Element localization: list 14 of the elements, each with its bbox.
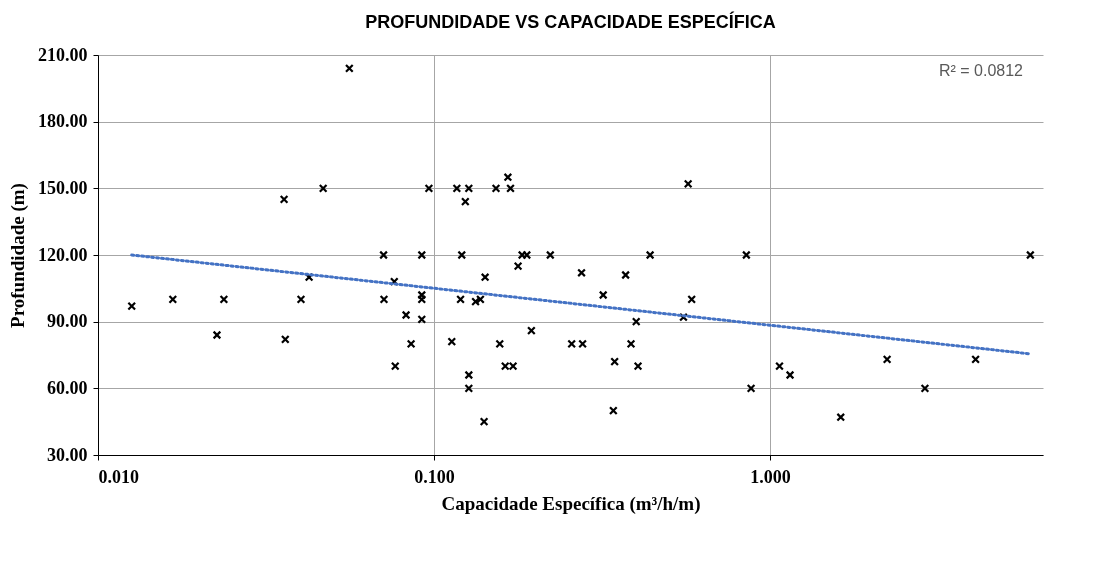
y-tick-label: 30.00 [47, 444, 88, 465]
x-tick-label: 0.010 [98, 466, 139, 487]
annotation: R² = 0.0812 [938, 62, 1024, 79]
y-tick-label: 120.00 [38, 244, 88, 265]
y-tick-label: 150.00 [38, 177, 88, 198]
x-tick-label: 1.000 [750, 466, 791, 487]
chart-title: PROFUNDIDADE VS CAPACIDADE ESPECÍFICA [365, 11, 776, 32]
y-tick-label: 90.00 [47, 311, 88, 332]
y-axis-title: Profundidade (m) [7, 183, 29, 328]
x-tick-label: 0.100 [414, 466, 455, 487]
y-tick-label: 60.00 [47, 377, 88, 398]
y-tick-label: 210.00 [38, 44, 88, 65]
x-axis-title: Capacidade Específica (m³/h/m) [441, 492, 701, 515]
y-tick-label: 180.00 [38, 111, 88, 132]
